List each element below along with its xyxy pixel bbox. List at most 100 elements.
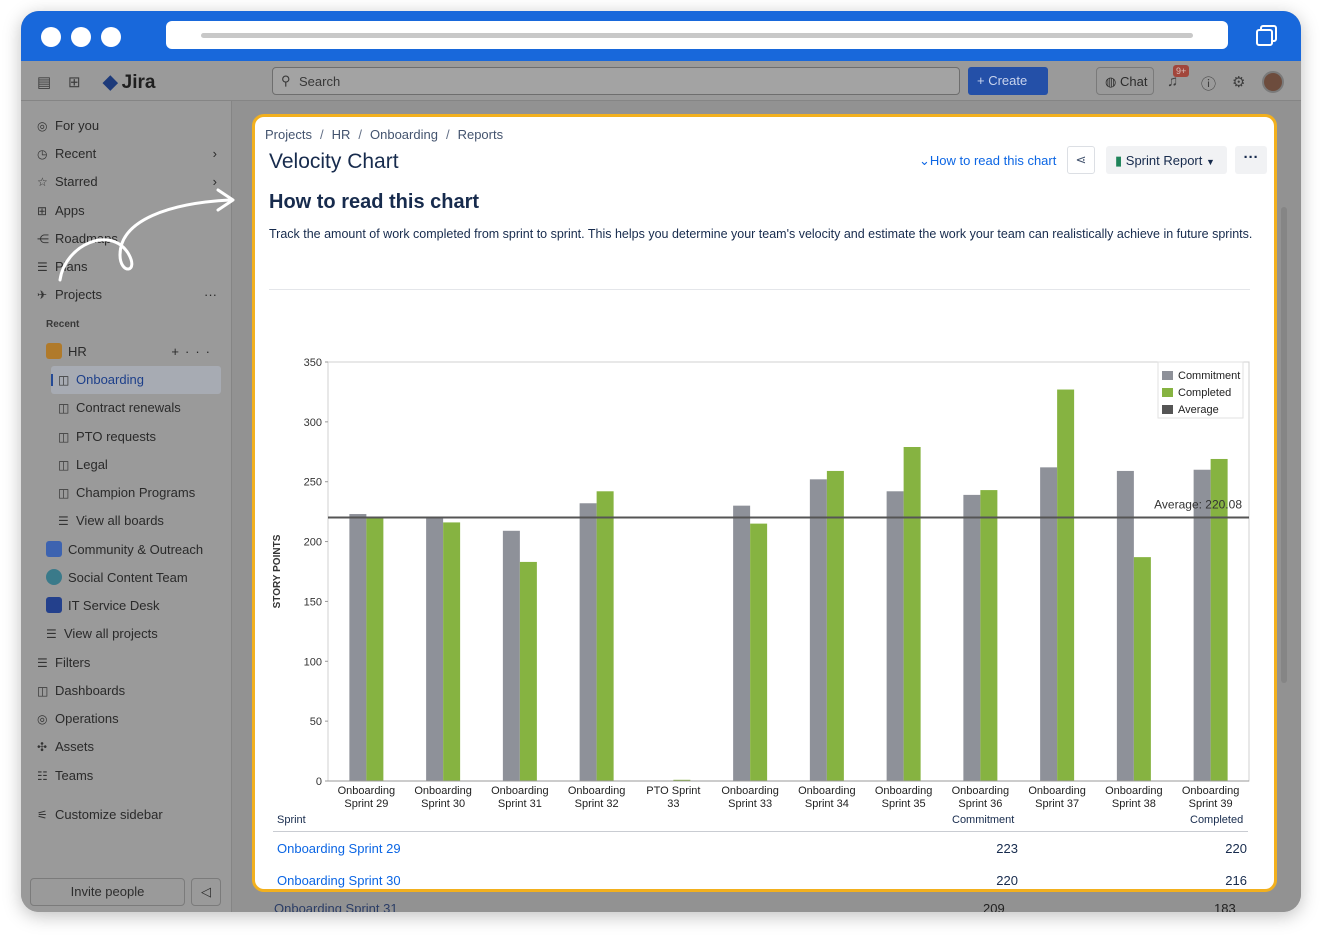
y-tick-label: 350 bbox=[304, 357, 322, 369]
create-button[interactable]: + Create bbox=[968, 67, 1048, 95]
table-row-peek-completed: 183 bbox=[1214, 901, 1236, 912]
sidebar-project-social[interactable]: Social Content Team bbox=[46, 568, 188, 588]
chat-label: Chat bbox=[1119, 74, 1148, 89]
divider bbox=[269, 289, 1250, 290]
x-tick-label: Sprint 32 bbox=[575, 798, 619, 810]
jira-logo[interactable]: ◆ Jira bbox=[103, 71, 155, 94]
breadcrumb-onboarding[interactable]: Onboarding bbox=[370, 127, 438, 142]
settings-icon[interactable]: ⚙ bbox=[1232, 74, 1246, 91]
social-project-icon bbox=[46, 569, 62, 585]
tabs-icon[interactable] bbox=[1256, 25, 1278, 47]
list-icon: ☰ bbox=[58, 514, 69, 528]
sidebar-toggle-icon[interactable]: ▤ bbox=[37, 74, 52, 91]
window-control-close[interactable] bbox=[41, 27, 61, 47]
x-tick-label: Onboarding bbox=[491, 785, 549, 797]
more-actions-button[interactable]: ··· bbox=[1235, 146, 1267, 174]
report-chart-icon: ▮ bbox=[1115, 153, 1123, 168]
operations-icon: ◎ bbox=[37, 712, 48, 726]
sidebar-item-assets[interactable]: ✣ Assets bbox=[37, 737, 94, 757]
window-control-maximize[interactable] bbox=[101, 27, 121, 47]
sidebar-board-pto-requests[interactable]: ◫ PTO requests bbox=[58, 427, 156, 447]
window-control-minimize[interactable] bbox=[71, 27, 91, 47]
sidebar-item-operations[interactable]: ◎ Operations bbox=[37, 709, 119, 729]
chat-button[interactable]: ◍ Chat bbox=[1096, 67, 1154, 95]
commitment-bar bbox=[1116, 470, 1134, 781]
sidebar-item-starred[interactable]: ☆ Starred › bbox=[37, 172, 217, 192]
search-placeholder: Search bbox=[299, 74, 341, 89]
x-tick-label: Sprint 30 bbox=[421, 798, 465, 810]
board-icon: ◫ bbox=[58, 458, 70, 472]
sidebar-item-label: Champion Programs bbox=[76, 485, 196, 500]
sidebar-item-projects[interactable]: ✈ Projects ··· bbox=[37, 285, 217, 305]
filter-icon: ☰ bbox=[37, 656, 48, 670]
commitment-bar bbox=[502, 530, 520, 781]
more-icon[interactable]: ··· bbox=[204, 287, 217, 302]
x-tick-label: Onboarding bbox=[338, 785, 396, 797]
x-tick-label: Onboarding bbox=[414, 785, 472, 797]
invite-people-button[interactable]: Invite people bbox=[30, 878, 185, 906]
search-input[interactable]: ⚲ Search bbox=[272, 67, 960, 95]
sidebar-view-all-boards[interactable]: ☰ View all boards bbox=[58, 511, 164, 531]
sidebar-recent-heading: Recent bbox=[46, 319, 80, 330]
sidebar-board-contract-renewals[interactable]: ◫ Contract renewals bbox=[58, 398, 181, 418]
sidebar-item-filters[interactable]: ☰ Filters bbox=[37, 653, 90, 673]
sidebar-item-label: Operations bbox=[55, 711, 119, 726]
x-tick-label: Onboarding bbox=[798, 785, 856, 797]
breadcrumb-hr[interactable]: HR bbox=[331, 127, 351, 142]
sidebar-item-roadmaps[interactable]: ⋲ Roadmaps bbox=[37, 229, 118, 249]
teams-icon: ☷ bbox=[37, 769, 48, 783]
sidebar-item-dashboards[interactable]: ◫ Dashboards bbox=[37, 681, 125, 701]
table-row-sprint-link[interactable]: Onboarding Sprint 29 bbox=[277, 841, 401, 856]
help-icon[interactable]: ⓘ bbox=[1201, 76, 1217, 93]
sprint-report-button[interactable]: ▮ Sprint Report ▼ bbox=[1106, 146, 1227, 174]
sidebar-board-champion-programs[interactable]: ◫ Champion Programs bbox=[58, 483, 195, 503]
annotation-arrow-icon bbox=[58, 188, 235, 282]
share-button[interactable]: ⋖ bbox=[1067, 146, 1095, 174]
y-tick-label: 300 bbox=[304, 417, 322, 429]
commitment-bar bbox=[1040, 467, 1058, 781]
megaphone-icon[interactable]: ◁ bbox=[191, 878, 221, 906]
completed-bar bbox=[1057, 389, 1075, 781]
sidebar-project-it[interactable]: IT Service Desk bbox=[46, 596, 160, 616]
sidebar-project-community[interactable]: Community & Outreach bbox=[46, 540, 203, 560]
commitment-bar bbox=[426, 517, 444, 781]
y-tick-label: 150 bbox=[304, 596, 322, 608]
sidebar-item-label: IT Service Desk bbox=[68, 598, 160, 613]
app-switcher-icon[interactable]: ⊞ bbox=[68, 74, 81, 91]
sidebar-item-label: HR bbox=[68, 344, 87, 359]
add-more-icons[interactable]: +··· bbox=[171, 344, 216, 359]
sidebar-view-all-projects[interactable]: ☰ View all projects bbox=[46, 624, 158, 644]
rocket-icon: ✈ bbox=[37, 288, 48, 302]
address-bar[interactable] bbox=[166, 21, 1228, 49]
sidebar-item-recent[interactable]: ◷ Recent › bbox=[37, 144, 217, 164]
completed-bar bbox=[366, 517, 384, 781]
table-row-peek-link[interactable]: Onboarding Sprint 31 bbox=[274, 901, 398, 912]
sidebar-item-label: Apps bbox=[55, 203, 85, 218]
completed-bar bbox=[443, 522, 461, 781]
sidebar-project-hr[interactable]: HR +··· bbox=[46, 342, 216, 362]
avatar[interactable] bbox=[1262, 71, 1284, 93]
y-axis-label: STORY POINTS bbox=[272, 534, 283, 608]
breadcrumb-reports[interactable]: Reports bbox=[457, 127, 504, 142]
sidebar-board-legal[interactable]: ◫ Legal bbox=[58, 455, 108, 475]
table-row-sprint-link[interactable]: Onboarding Sprint 30 bbox=[277, 873, 401, 888]
more-icon: ··· bbox=[1243, 149, 1259, 166]
sidebar-item-teams[interactable]: ☷ Teams bbox=[37, 766, 93, 786]
sidebar-item-label: Roadmaps bbox=[55, 231, 118, 246]
chevron-right-icon: › bbox=[212, 174, 217, 189]
breadcrumb-projects[interactable]: Projects bbox=[265, 127, 312, 142]
sidebar-item-label: Dashboards bbox=[55, 683, 126, 698]
how-to-read-link[interactable]: ⌄How to read this chart bbox=[919, 153, 1056, 169]
main-scrollbar[interactable] bbox=[1281, 207, 1287, 683]
commitment-bar bbox=[809, 479, 827, 781]
y-tick-label: 0 bbox=[316, 776, 322, 788]
legend-swatch bbox=[1162, 405, 1173, 414]
bell-icon[interactable]: ♫ bbox=[1167, 73, 1179, 90]
sidebar-board-onboarding[interactable]: ◫ Onboarding bbox=[58, 370, 144, 390]
sidebar-item-for-you[interactable]: ◎ For you bbox=[37, 116, 99, 136]
commitment-bar bbox=[349, 514, 367, 781]
sidebar-customize[interactable]: ⚟ Customize sidebar bbox=[37, 805, 163, 825]
it-project-icon bbox=[46, 597, 62, 613]
x-tick-label: Onboarding bbox=[568, 785, 626, 797]
sidebar-item-apps[interactable]: ⊞ Apps bbox=[37, 201, 85, 221]
